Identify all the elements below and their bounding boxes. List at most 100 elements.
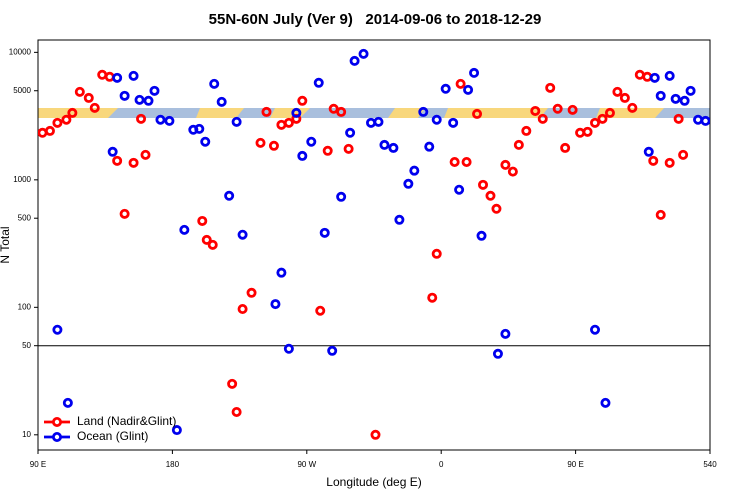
point <box>537 113 548 124</box>
point <box>83 92 94 103</box>
legend-marker <box>52 416 63 427</box>
point <box>366 117 377 128</box>
point <box>552 103 563 114</box>
point <box>440 83 451 94</box>
point <box>619 92 630 103</box>
point <box>431 114 442 125</box>
point <box>128 157 139 168</box>
point <box>283 343 294 354</box>
point <box>700 115 710 126</box>
point <box>448 117 459 128</box>
point <box>336 191 347 202</box>
legend-label: Land (Nadir&Glint) <box>77 414 176 428</box>
point <box>582 126 593 137</box>
point <box>255 137 266 148</box>
point <box>155 114 166 125</box>
point <box>237 229 248 240</box>
point <box>268 140 279 151</box>
point <box>424 141 435 152</box>
point <box>104 71 115 82</box>
point <box>476 230 487 241</box>
point <box>597 113 608 124</box>
band <box>300 108 395 118</box>
point <box>530 105 541 116</box>
point <box>74 86 85 97</box>
point <box>283 117 294 128</box>
point <box>485 190 496 201</box>
point <box>478 179 489 190</box>
point <box>670 93 681 104</box>
point <box>521 125 532 136</box>
point <box>216 96 227 107</box>
point <box>454 184 465 195</box>
point <box>575 127 586 138</box>
point <box>291 107 302 118</box>
point <box>297 150 308 161</box>
point <box>370 429 381 440</box>
point <box>44 125 55 136</box>
point <box>649 72 660 83</box>
point <box>388 142 399 153</box>
point <box>197 215 208 226</box>
point <box>358 48 369 59</box>
point <box>200 136 211 147</box>
point <box>315 305 326 316</box>
point <box>679 95 690 106</box>
point <box>306 136 317 147</box>
point <box>600 397 611 408</box>
point <box>107 146 118 157</box>
point <box>409 165 420 176</box>
point <box>313 77 324 88</box>
point <box>209 78 220 89</box>
plot-frame <box>37 39 711 451</box>
x-tick-label: 180 <box>166 460 180 469</box>
point <box>655 209 666 220</box>
point <box>492 348 503 359</box>
y-tick-label: 10000 <box>9 47 32 56</box>
point <box>345 127 356 138</box>
point <box>664 70 675 81</box>
point <box>231 406 242 417</box>
y-tick-label: 500 <box>18 213 32 222</box>
point <box>431 248 442 259</box>
point <box>461 157 472 168</box>
point <box>642 71 653 82</box>
y-tick-label: 1000 <box>13 175 31 184</box>
points <box>38 48 710 440</box>
point <box>261 106 272 117</box>
point <box>52 117 63 128</box>
point <box>276 267 287 278</box>
point <box>449 157 460 168</box>
y-tick-label: 50 <box>22 341 31 350</box>
x-tick-label: 90 W <box>297 460 316 469</box>
x-axis-label: Longitude (deg E) <box>326 475 421 489</box>
point <box>394 214 405 225</box>
point <box>62 397 73 408</box>
point <box>179 224 190 235</box>
point <box>590 324 601 335</box>
point <box>89 102 100 113</box>
point <box>297 95 308 106</box>
point <box>119 208 130 219</box>
point <box>604 107 615 118</box>
point <box>343 143 354 154</box>
point <box>455 78 466 89</box>
point <box>201 234 212 245</box>
y-tick-label: 5000 <box>13 86 31 95</box>
point <box>678 149 689 160</box>
chart-title: 55N-60N July (Ver 9) 2014-09-06 to 2018-… <box>209 11 542 28</box>
point <box>164 115 175 126</box>
point <box>322 145 333 156</box>
x-tick-label: 90 E <box>567 460 583 469</box>
point <box>500 328 511 339</box>
legend-label: Ocean (Glint) <box>77 429 148 443</box>
point <box>693 114 704 125</box>
point <box>612 86 623 97</box>
point <box>112 155 123 166</box>
point <box>513 139 524 150</box>
point <box>128 70 139 81</box>
point <box>336 106 347 117</box>
point <box>67 107 78 118</box>
point <box>590 117 601 128</box>
